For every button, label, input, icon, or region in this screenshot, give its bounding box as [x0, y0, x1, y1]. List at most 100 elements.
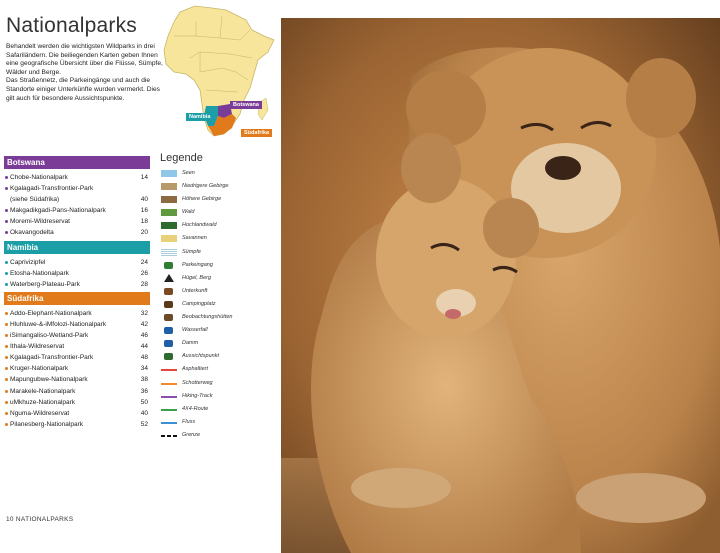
legend-item: Wald [160, 206, 278, 219]
legend-label: Höhere Gebirge [182, 196, 222, 203]
legend-label: Seen [182, 170, 195, 176]
park-name: (siehe Südafrika) [10, 196, 60, 204]
map-label-botswana: Botswana [230, 101, 262, 109]
bullet-icon [5, 176, 8, 179]
park-name: Waterberg-Plateau-Park [10, 280, 80, 288]
legend-label: Niedrigere Gebirge [182, 183, 229, 190]
hill-icon [164, 273, 174, 282]
hide-icon [164, 314, 173, 322]
park-name: Nguma-Wildreservat [10, 409, 70, 417]
river-line [161, 421, 177, 424]
legend-item: Aussichtspunkt [160, 350, 278, 363]
bullet-icon [5, 231, 8, 235]
park-page-number: 48 [140, 354, 148, 362]
bullet-icon [5, 345, 8, 349]
park-name: Hluhluwe-&-iMfolozi-Nationalpark [10, 320, 107, 328]
africa-outline [163, 5, 275, 137]
legend-item: Unterkunft [160, 285, 278, 298]
legend-item: Höhere Gebirge [160, 193, 278, 206]
bullet-icon [5, 209, 8, 213]
legend-item: Fluss [160, 416, 278, 429]
section-heading: Namibia [4, 240, 150, 254]
legend-label: Schotterweg [182, 379, 213, 386]
legend-item: Campingplatz [160, 298, 278, 311]
section-botswana: Botswana Chobe-Nationalpark 14 Kgalagadi-Tr… [4, 156, 150, 239]
park-entrance-icon [164, 261, 173, 269]
legend-item: 4X4-Route [160, 403, 278, 416]
section-heading: Südafrika [4, 291, 150, 305]
legend-label: Hochlandwald [182, 222, 217, 229]
park-page-number: 40 [140, 409, 148, 417]
border-line [161, 434, 177, 437]
section-heading: Botswana [4, 156, 150, 169]
bullet-icon [5, 187, 8, 191]
legend-label: 4X4-Route [182, 405, 209, 412]
legend-label: Fluss [182, 418, 196, 425]
waterfall-icon [164, 327, 173, 335]
legend-item: Schotterweg [160, 377, 278, 390]
park-entry: (siehe Südafrika) 40 [4, 194, 150, 205]
legend-item: Asphaltiert [160, 363, 278, 376]
park-entry: Nguma-Wildreservat 40 [4, 408, 150, 419]
park-page-number: 20 [140, 229, 148, 237]
botswana-region [218, 104, 232, 118]
bullet-icon [5, 311, 8, 315]
page-footer: 10 NATIONALPARKS [6, 516, 74, 523]
legend-label: Hügel, Berg [182, 274, 212, 281]
park-name: Pilanesberg-Nationalpark [10, 420, 83, 428]
south-africa-region [208, 114, 236, 136]
low-mountains-swatch [161, 183, 177, 191]
legend-label: Asphaltiert [182, 366, 208, 373]
bullet-icon [5, 322, 8, 326]
park-page-number: 50 [140, 398, 148, 406]
map-label-suedafrika: Südafrika [241, 129, 273, 137]
legend-item: Damm [160, 337, 278, 350]
park-name: Ithala-Wildreservat [10, 343, 65, 351]
park-name: Caprivizipfel [10, 258, 46, 266]
park-entry: Pilanesberg-Nationalpark 52 [4, 419, 150, 430]
legend-item: Beobachtungshütten [160, 311, 278, 324]
cub-body [311, 218, 581, 553]
legend-label: Wald [182, 209, 195, 216]
park-page-number: 24 [140, 258, 148, 266]
legend-items: Seen Niedrigere Gebirge Höhere Gebirge Wald… [160, 167, 278, 442]
park-entry: Caprivizipfel 24 [4, 257, 150, 268]
park-page-number: 44 [140, 343, 148, 351]
legend-label: Wasserfall [182, 327, 208, 334]
park-entry: Kruger-Nationalpark 34 [4, 363, 150, 374]
park-name: Kruger-Nationalpark [10, 365, 69, 373]
park-entry: iSimangaliso-Wetland-Park 46 [4, 330, 150, 341]
park-entry: Addo-Elephant-Nationalpark 32 [4, 308, 150, 319]
savanna-swatch [161, 235, 177, 243]
park-name: Etosha-Nationalpark [10, 269, 69, 277]
park-page-number: 40 [140, 196, 148, 204]
legend-label: Grenze [182, 431, 201, 438]
park-entry: Kgalagadi-Transfrontier-Park [4, 183, 150, 194]
intro-text: Behandelt werden die wichtigsten Wildpar… [6, 43, 164, 103]
legend-item: Niedrigere Gebirge [160, 180, 278, 193]
legend-label: Parkeingang [182, 261, 213, 268]
legend-label: Beobachtungshütten [182, 314, 233, 321]
park-entry: Makgadikgadi-Pans-Nationalpark 16 [4, 205, 150, 216]
park-name: Kgalagadi-Transfrontier-Park [10, 354, 94, 362]
map-label-namibia: Namibia [186, 113, 214, 121]
park-page-number: 46 [140, 332, 148, 340]
park-entry: uMkhuze-Nationalpark 50 [4, 397, 150, 408]
park-name: Chobe-Nationalpark [10, 174, 68, 181]
park-page-number: 32 [140, 309, 148, 317]
legend-label: Campingplatz [182, 300, 216, 307]
4x4-route-line [161, 408, 177, 411]
paws [576, 473, 706, 523]
park-page-number: 36 [140, 387, 148, 395]
park-entry: Ithala-Wildreservat 44 [4, 341, 150, 352]
park-entry: Waterberg-Plateau-Park 28 [4, 279, 150, 290]
park-page-number: 14 [140, 174, 148, 181]
section-namibia: Namibia Caprivizipfel 24 Etosha-Nationalpar… [4, 240, 150, 290]
legend-label: Sümpfe [182, 248, 201, 255]
legend-label: Savannen [182, 235, 207, 242]
section-suedafrika: Südafrika Addo-Elephant-Nationalpark 32 Hlu… [4, 291, 150, 430]
campsite-icon [164, 300, 173, 308]
gravel-road-line [161, 382, 177, 385]
bullet-icon [5, 220, 8, 224]
park-page-number: 42 [140, 320, 148, 328]
